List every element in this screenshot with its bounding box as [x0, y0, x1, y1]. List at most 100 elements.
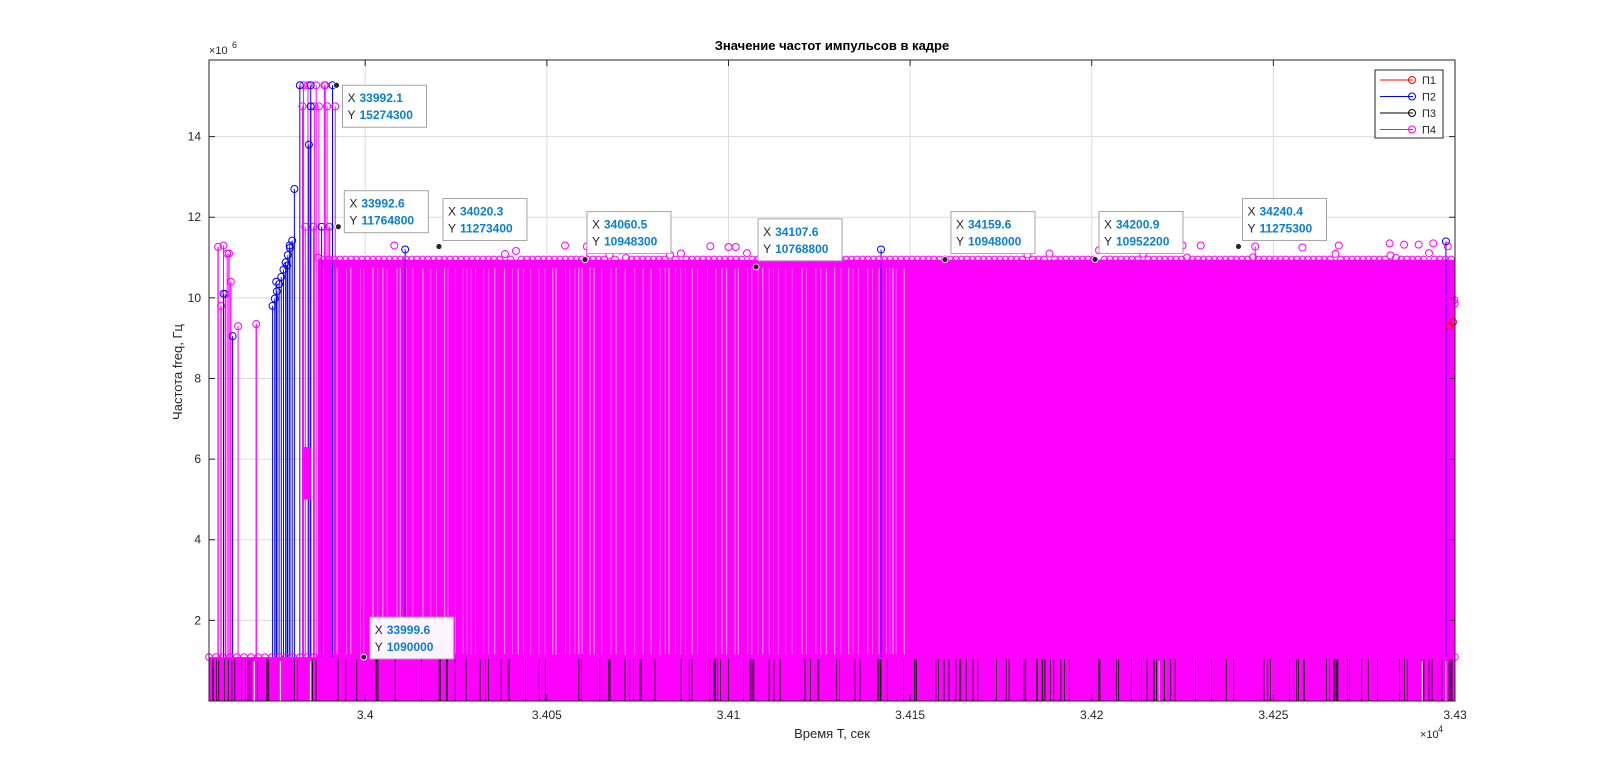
series-p4-marker: [1375, 294, 1384, 303]
series-p4-marker: [368, 255, 377, 264]
datatip-x-key: X: [1104, 217, 1112, 231]
datatip-y-value: 11275300: [1259, 221, 1312, 235]
series-p2-marker: [1441, 237, 1450, 246]
datatip-y-key: Y: [375, 640, 383, 654]
series-p4-marker: [566, 255, 575, 264]
series-p4-marker: [1353, 255, 1362, 264]
x-axis-exponent: ×10 4: [1420, 724, 1443, 741]
series-p4-marker: [390, 241, 399, 250]
series-p2-marker: [219, 289, 228, 298]
series-p4-marker: [984, 255, 993, 264]
series-p4-marker: [1254, 304, 1263, 313]
series-p4-marker: [489, 255, 498, 264]
series-p4-marker: [346, 255, 355, 264]
datatip-x-key: X: [348, 91, 356, 105]
series-p2-marker: [401, 245, 410, 254]
y-tick-label: 4: [194, 533, 201, 547]
series-p4-marker: [234, 322, 243, 331]
series-p4-marker: [429, 255, 438, 264]
tick-label-layer: 3.4 3.405 3.41 3.415 3.42 3.425 3.43 2 4 6 8 10 12 14: [188, 130, 1467, 722]
series-p4-marker: [1446, 255, 1455, 264]
series-p4-marker: [1188, 255, 1197, 264]
series-p4-marker: [1253, 300, 1262, 309]
series-p4-marker: [1061, 255, 1070, 264]
series-p4-marker: [1226, 255, 1235, 264]
series-p4-marker: [1408, 255, 1417, 264]
series-p4-marker: [1385, 239, 1394, 248]
series-p4-marker: [1402, 255, 1411, 264]
series-p4-marker: [731, 243, 740, 252]
series-p4-marker: [319, 255, 328, 264]
series-p4-marker: [1397, 255, 1406, 264]
datatip: X 34060.5 Y 10948300: [581, 211, 672, 264]
series-p4-marker: [1171, 255, 1180, 264]
series-p4-marker: [335, 255, 344, 264]
legend-label: П3: [1422, 108, 1436, 120]
series-p4-marker: [407, 255, 416, 264]
series-p1-marker: [1449, 318, 1457, 327]
datatip: X 34159.6 Y 10948000: [941, 211, 1036, 264]
series-p4-marker: [445, 255, 454, 264]
datatip-anchor: [1091, 256, 1099, 263]
series-p4-marker: [1331, 249, 1340, 258]
series-p4-marker: [869, 255, 878, 264]
series-p4-solid-block: [910, 313, 1455, 701]
series-p4-baseline-block: [209, 657, 318, 701]
datatip-anchor: [1235, 243, 1242, 250]
y-axis-exponent: ×10 6: [209, 40, 237, 57]
series-p4-marker: [1350, 301, 1359, 310]
series-p4-marker: [891, 255, 900, 264]
cluster-marker: [309, 222, 318, 231]
legend[interactable]: П1 П2 П3 П4: [1374, 69, 1444, 139]
series-p4-marker: [924, 255, 933, 264]
x-tick-label: 3.42: [1080, 708, 1104, 722]
series-p4-marker: [1333, 293, 1342, 302]
series-p4-marker: [1320, 255, 1329, 264]
datatip-box: [442, 198, 528, 242]
series-p4-marker: [1303, 255, 1312, 264]
legend-marker-П4: [1408, 125, 1416, 134]
series-p4-marker: [511, 246, 520, 255]
series-p4-marker: [720, 255, 729, 264]
datatip-box: [1098, 210, 1184, 254]
legend-marker-П2: [1408, 92, 1416, 101]
series-p4-marker: [1314, 255, 1323, 264]
datatip-x-value: 34200.9: [1116, 217, 1160, 231]
data-layer: [205, 81, 1459, 701]
cluster-marker: [317, 222, 326, 231]
datatip-y-key: Y: [1247, 221, 1255, 235]
series-p4-marker: [1298, 243, 1307, 252]
series-p4-marker: [528, 255, 537, 264]
series-p4-marker: [1127, 255, 1136, 264]
datatip-anchor: [360, 653, 368, 661]
series-p4-marker: [324, 255, 333, 264]
datatip-x-value: 34240.4: [1259, 204, 1303, 218]
series-p4-marker: [451, 255, 460, 264]
series-p4-marker: [627, 255, 636, 264]
series-p4-marker: [594, 255, 603, 264]
datatip-y-key: Y: [448, 222, 456, 236]
legend-label: П1: [1422, 75, 1436, 87]
series-p4-marker: [555, 255, 564, 264]
series-p4-marker: [1417, 294, 1426, 303]
series-p4-marker: [1414, 240, 1423, 249]
series-p4-marker: [357, 255, 366, 264]
series-p4-marker: [1435, 255, 1444, 264]
x-tick-label: 3.405: [532, 708, 562, 722]
series-p4-marker: [1265, 255, 1274, 264]
datatip-x-key: X: [448, 205, 456, 219]
series-p4-marker: [1089, 300, 1098, 309]
datatip-y-value: 15274300: [360, 108, 414, 122]
y-exponent-power: 6: [232, 40, 237, 50]
series-p4-marker: [896, 255, 905, 264]
series-p4-marker: [1391, 254, 1400, 263]
x-axis-label: Время T, сек: [794, 726, 870, 741]
series-p4-marker: [363, 255, 372, 264]
series-p4-marker: [968, 294, 977, 303]
series-p4-marker: [1144, 255, 1153, 264]
series-p4-marker: [1364, 255, 1373, 264]
datatip: X 34200.9 Y 10952200: [1091, 210, 1184, 263]
series-p4-marker: [990, 255, 999, 264]
series-p4-marker: [1413, 255, 1422, 264]
series-p4-marker: [1072, 255, 1081, 264]
